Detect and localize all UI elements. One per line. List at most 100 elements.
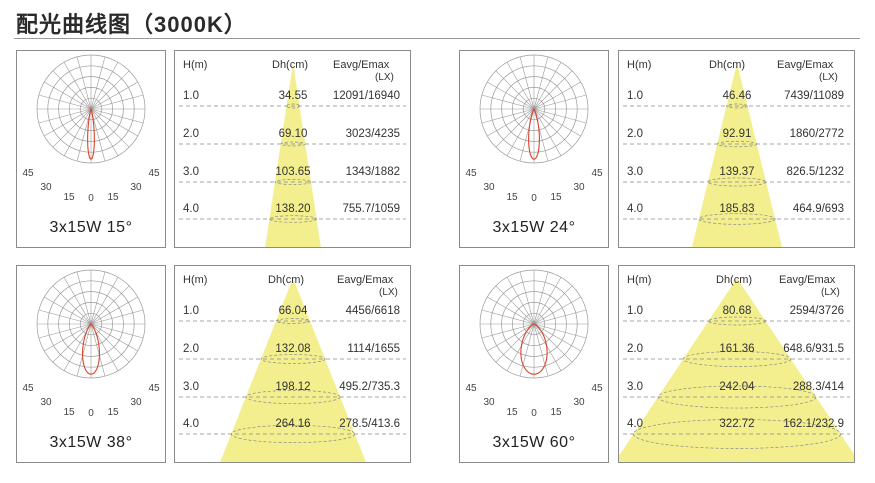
- angle-label: 0: [88, 193, 94, 204]
- polar-grid-spoke: [63, 62, 92, 110]
- row-illuminance: 7439/11089: [784, 90, 844, 102]
- polar-grid-spoke: [44, 323, 92, 352]
- header-height: H(m): [183, 274, 208, 286]
- polar-grid-spoke: [90, 323, 138, 352]
- polar-grid-spoke: [506, 108, 535, 156]
- polar-grid-spoke: [90, 62, 119, 110]
- polar-grid-spoke: [90, 323, 144, 339]
- polar-grid-spoke: [481, 323, 535, 339]
- polar-grid-spoke: [90, 323, 130, 363]
- beam-footprint: [274, 179, 312, 185]
- angle-label: 15: [506, 192, 518, 203]
- polar-label: 3x15W 24°: [492, 219, 576, 236]
- beam-footprint: [657, 385, 817, 409]
- polar-grid-spoke: [487, 108, 535, 137]
- angle-label: 45: [465, 168, 477, 179]
- polar-grid-spoke: [90, 94, 144, 110]
- polar-grid-spoke: [90, 108, 130, 148]
- polar-grid-spoke: [533, 323, 581, 352]
- row-height: 4.0: [627, 203, 643, 215]
- angle-label: 30: [483, 182, 495, 193]
- polar-grid-spoke: [533, 277, 562, 325]
- polar-grid-spoke: [90, 309, 144, 325]
- row-beam-diameter: 46.46: [722, 90, 752, 102]
- angle-label: 0: [531, 193, 537, 204]
- row-height: 1.0: [183, 305, 199, 317]
- header-unit: (LX): [819, 72, 838, 83]
- row-illuminance: 826.5/1232: [786, 166, 844, 178]
- beam-cone-shape: [220, 278, 366, 462]
- beam-cone: [179, 278, 406, 462]
- polar-grid-spoke: [519, 56, 535, 110]
- row-illuminance: 464.9/693: [792, 203, 844, 215]
- polar-grid-spoke: [63, 277, 92, 325]
- light-distribution-curve: [81, 323, 101, 375]
- polar-grid-spoke: [52, 323, 92, 363]
- polar-diagram-60: 45 30 15 0 15 30 45 3x15W 60°: [459, 265, 609, 463]
- polar-grid-spoke: [90, 81, 138, 110]
- title-divider: [14, 38, 860, 39]
- beam-footprint: [726, 103, 748, 109]
- polar-grid-spoke: [90, 323, 106, 377]
- polar-grid-spoke: [76, 323, 92, 377]
- beam-cone-shape: [619, 278, 854, 462]
- angle-label: 45: [591, 168, 603, 179]
- polar-grid-spoke: [533, 271, 549, 325]
- row-illuminance: 12091/16940: [332, 90, 400, 102]
- angle-label: 45: [148, 383, 160, 394]
- row-height: 4.0: [627, 418, 643, 430]
- header-dh: Dh(cm): [716, 274, 753, 286]
- row-beam-diameter: 138.20: [275, 203, 311, 215]
- polar-grid-spoke: [519, 108, 535, 162]
- row-beam-diameter: 264.16: [275, 418, 311, 430]
- polar-grid-spoke: [533, 108, 581, 137]
- polar-grid-spoke: [52, 285, 92, 325]
- light-distribution-curve: [528, 108, 540, 160]
- illuminance-table-38: H(m) Dh(cm) Eavg/Emax (LX) 1.0 66.04 4456/…: [174, 265, 411, 463]
- row-height: 2.0: [627, 343, 643, 355]
- polar-grid-spoke: [533, 108, 573, 148]
- beam-footprint: [698, 213, 776, 225]
- row-height: 3.0: [183, 381, 199, 393]
- row-beam-diameter: 139.37: [719, 166, 755, 178]
- angle-label: 30: [130, 182, 142, 193]
- header-dh: Dh(cm): [709, 59, 746, 71]
- angle-label: 15: [550, 407, 562, 418]
- polar-grid-spoke: [533, 323, 562, 371]
- row-illuminance: 2594/3726: [789, 305, 844, 317]
- polar-grid-spoke: [90, 70, 130, 110]
- beam-cone: [179, 63, 406, 247]
- page-title: 配光曲线图（3000K）: [16, 12, 247, 37]
- row-beam-diameter: 80.68: [722, 305, 752, 317]
- polar-grid-spoke: [533, 62, 562, 110]
- angle-label: 15: [107, 192, 119, 203]
- angle-label: 30: [573, 182, 585, 193]
- header-eavg: Eavg/Emax: [779, 274, 836, 286]
- angle-label: 30: [40, 397, 52, 408]
- polar-curve-chart: 45 30 15 0 15 30 45: [22, 269, 160, 419]
- polar-grid-spoke: [38, 108, 92, 124]
- row-illuminance: 1860/2772: [789, 128, 844, 140]
- polar-grid-spoke: [90, 108, 119, 156]
- polar-label: 3x15W 60°: [492, 434, 576, 451]
- beam-footprint: [245, 390, 341, 404]
- polar-label: 3x15W 15°: [49, 219, 133, 236]
- polar-diagram-38: 45 30 15 0 15 30 45 3x15W 38°: [16, 265, 166, 463]
- row-height: 2.0: [183, 128, 199, 140]
- row-beam-diameter: 103.65: [275, 166, 311, 178]
- polar-grid-spoke: [495, 285, 535, 325]
- row-height: 4.0: [183, 203, 199, 215]
- row-beam-diameter: 69.10: [278, 128, 308, 140]
- header-dh: Dh(cm): [272, 59, 309, 71]
- row-height: 1.0: [183, 90, 199, 102]
- polar-grid-spoke: [44, 81, 92, 110]
- polar-grid-spoke: [90, 277, 119, 325]
- row-height: 1.0: [627, 90, 643, 102]
- row-beam-diameter: 198.12: [275, 381, 311, 393]
- angle-label: 45: [148, 168, 160, 179]
- row-height: 4.0: [183, 418, 199, 430]
- polar-grid-spoke: [533, 285, 573, 325]
- beam-footprint: [716, 140, 758, 148]
- angle-label: 30: [483, 397, 495, 408]
- polar-grid-spoke: [63, 108, 92, 156]
